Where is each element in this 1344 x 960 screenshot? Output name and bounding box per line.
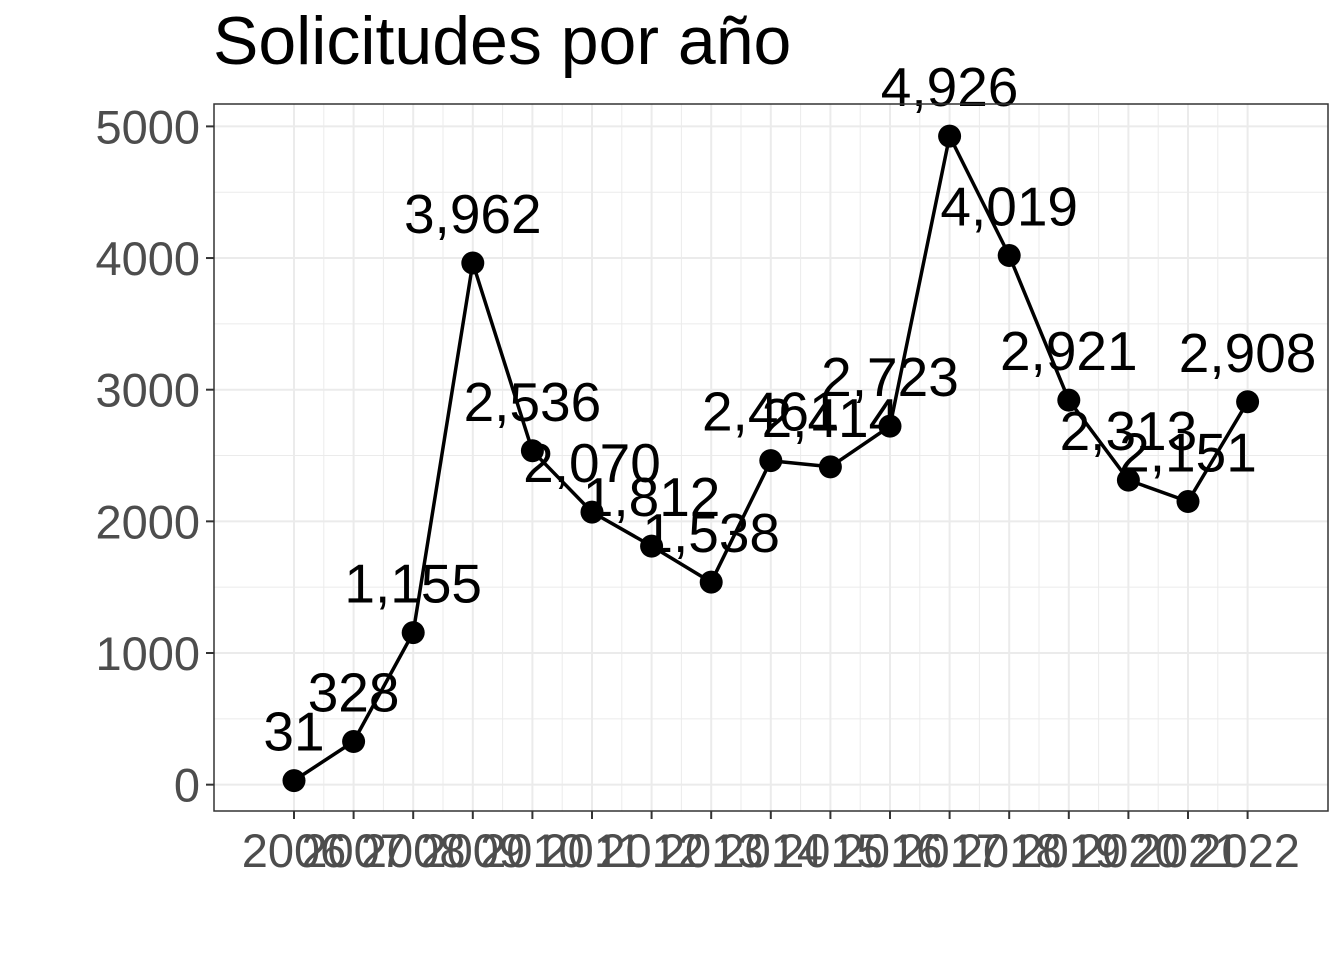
x-tick-label: 2020 (1076, 824, 1181, 877)
y-tick-label: 5000 (95, 100, 200, 153)
x-tick-label: 2017 (897, 824, 1002, 877)
x-tick-label: 2014 (719, 824, 824, 877)
data-point (1116, 468, 1140, 492)
data-label: 328 (308, 661, 400, 723)
data-point (461, 251, 485, 275)
data-label: 2,723 (821, 346, 959, 408)
data-label: 4,019 (940, 176, 1078, 238)
data-label: 2,313 (1060, 400, 1198, 462)
x-tick-label: 2009 (421, 824, 526, 877)
x-tick-label: 2016 (838, 824, 943, 877)
data-point (1057, 388, 1081, 412)
data-point (640, 534, 664, 558)
plot-panel-border (213, 103, 1329, 812)
data-point (818, 455, 842, 479)
y-tick-label: 2000 (95, 495, 200, 548)
x-tick-label: 2022 (1195, 824, 1300, 877)
data-label: 2,151 (1119, 421, 1257, 483)
grid-lines (214, 104, 1328, 811)
data-label: 4,926 (881, 56, 1019, 118)
data-point (401, 621, 425, 645)
axes: 0100020003000400050002006200720082009201… (95, 100, 1299, 877)
data-label: 3,962 (404, 183, 542, 245)
x-tick-label: 2006 (242, 824, 347, 877)
data-point (1236, 390, 1260, 414)
y-tick-label: 3000 (95, 364, 200, 417)
data-point (342, 729, 366, 753)
data-point (759, 449, 783, 473)
y-tick-label: 0 (174, 759, 200, 812)
data-label: 2,461 (702, 381, 840, 443)
data-point (282, 769, 306, 793)
data-point (1176, 489, 1200, 513)
data-point (938, 124, 962, 148)
x-tick-label: 2012 (599, 824, 704, 877)
x-tick-label: 2021 (1136, 824, 1241, 877)
data-label: 1,538 (642, 502, 780, 564)
x-tick-label: 2013 (659, 824, 764, 877)
data-label: 1,812 (583, 466, 721, 528)
x-tick-label: 2011 (541, 824, 642, 877)
data-point (520, 439, 544, 463)
y-tick-label: 4000 (95, 232, 200, 285)
data-label: 2,921 (1000, 320, 1138, 382)
data-label: 31 (263, 701, 324, 763)
data-point (580, 500, 604, 524)
data-label: 2,908 (1179, 322, 1317, 384)
data-label: 1,155 (344, 553, 482, 615)
data-point (878, 414, 902, 438)
data-label: 2,536 (464, 371, 602, 433)
x-tick-label: 2007 (301, 824, 406, 877)
data-label: 2,414 (762, 387, 900, 449)
data-point (997, 244, 1021, 268)
x-tick-label: 2008 (361, 824, 466, 877)
x-tick-label: 2015 (778, 824, 883, 877)
x-tick-label: 2010 (480, 824, 585, 877)
data-points (282, 124, 1260, 793)
x-tick-label: 2018 (957, 824, 1062, 877)
chart-title: Solicitudes por año (213, 3, 792, 79)
y-tick-label: 1000 (95, 627, 200, 680)
data-point (699, 570, 723, 594)
data-label: 2,070 (523, 432, 661, 494)
x-tick-label: 2019 (1017, 824, 1122, 877)
